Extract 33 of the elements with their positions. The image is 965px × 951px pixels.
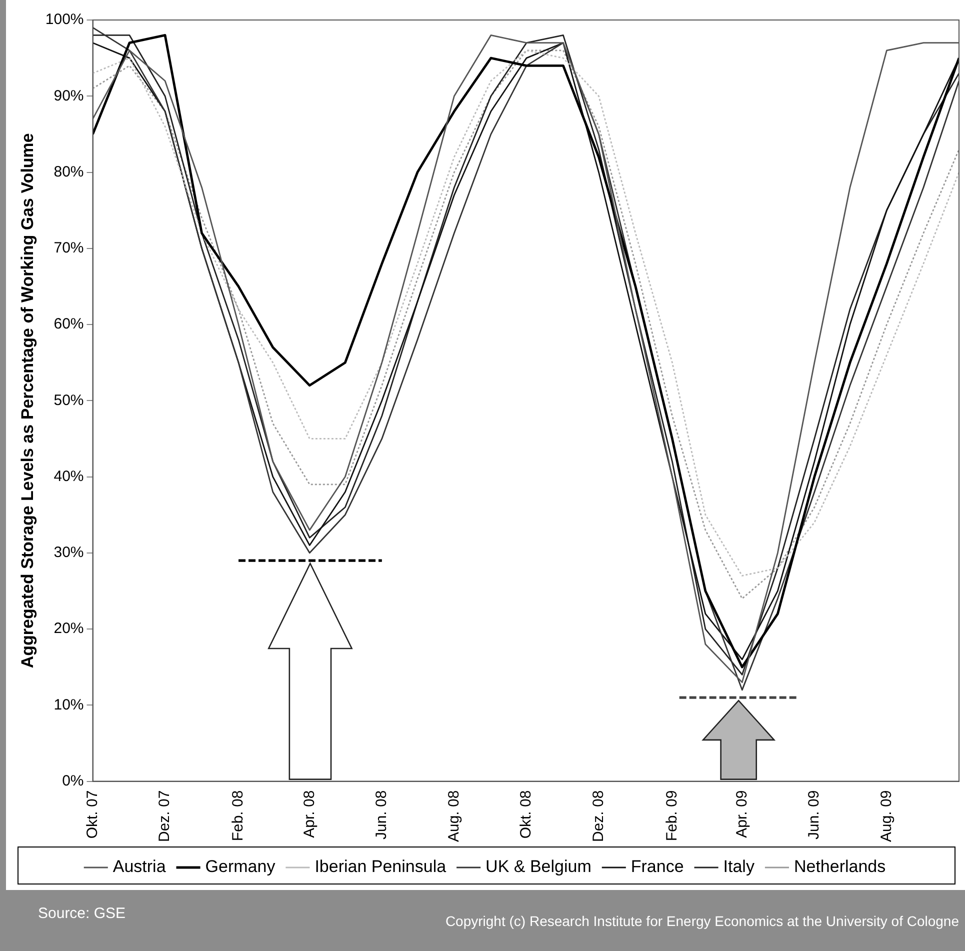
y-tick-label: 0% xyxy=(62,772,84,790)
legend-label: Italy xyxy=(723,857,755,876)
y-tick-label: 80% xyxy=(54,163,84,180)
x-tick-label: Feb. 09 xyxy=(663,790,680,842)
x-tick-label: Feb. 08 xyxy=(230,790,247,842)
x-tick-label: Jun. 08 xyxy=(373,790,390,840)
legend-label: Iberian Peninsula xyxy=(314,857,447,876)
y-tick-label: 60% xyxy=(54,316,84,333)
legend-label: Netherlands xyxy=(794,857,886,876)
legend-label: UK & Belgium xyxy=(486,857,592,876)
x-tick-label: Apr. 09 xyxy=(733,790,750,838)
x-tick-label: Okt. 07 xyxy=(84,790,101,839)
x-tick-label: Dez. 08 xyxy=(590,790,607,842)
x-tick-label: Apr. 08 xyxy=(300,790,318,838)
legend-label: France xyxy=(630,857,684,876)
y-tick-label: 50% xyxy=(54,392,84,409)
x-tick-label: Aug. 08 xyxy=(445,790,462,842)
x-tick-label: Dez. 07 xyxy=(156,790,174,842)
y-tick-label: 100% xyxy=(45,11,84,28)
x-tick-label: Okt. 08 xyxy=(518,790,535,839)
x-tick-label: Aug. 09 xyxy=(878,790,895,842)
y-tick-label: 20% xyxy=(54,620,84,638)
y-axis-title: Aggregated Storage Levels as Percentage of Working Gas Volume xyxy=(18,133,37,668)
source-note: Source: GSE xyxy=(38,905,126,922)
y-tick-label: 90% xyxy=(54,87,84,104)
x-tick-label: Jun. 09 xyxy=(806,790,823,840)
legend-label: Austria xyxy=(112,857,166,876)
y-tick-label: 30% xyxy=(54,544,84,562)
legend-label: Germany xyxy=(205,857,276,876)
y-tick-label: 40% xyxy=(54,468,84,485)
text: Copyright (c) Research Institute for Energy Economics at the University of Cologne xyxy=(445,913,959,929)
y-tick-label: 70% xyxy=(54,240,84,257)
y-tick-label: 10% xyxy=(54,696,84,714)
